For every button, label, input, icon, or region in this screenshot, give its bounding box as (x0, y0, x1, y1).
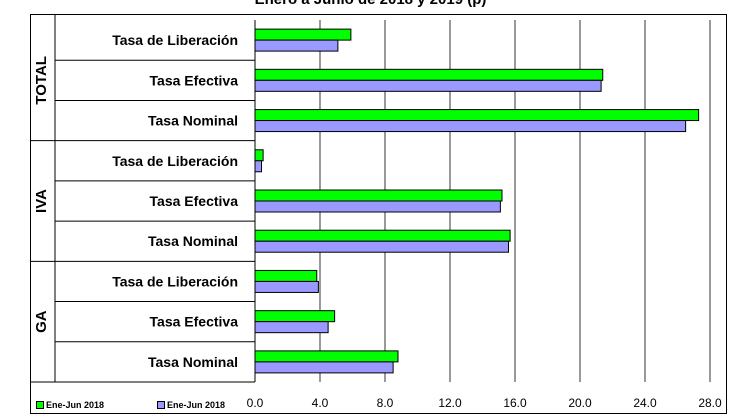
x-tick-label-1: 4.0 (312, 396, 329, 410)
group-label-iva: IVA (33, 189, 50, 213)
bar-series-2-row-9 (254, 361, 394, 374)
bar-series-2-row-6 (254, 240, 509, 253)
legend-label-series-1: Ene-Jun 2018 (46, 400, 105, 410)
category-label-row-9: Tasa Nominal (148, 354, 238, 370)
bar-series-1-row-9 (254, 350, 399, 363)
legend-item-series-2: Ene-Jun 2018 (157, 400, 225, 410)
bar-series-2-row-3 (254, 120, 687, 133)
chart-title: Enero a Junio de 2018 y 2019 (p) (0, 0, 741, 8)
bar-series-1-row-3 (254, 109, 700, 122)
bar-series-2-row-2 (254, 79, 602, 92)
category-label-row-1: Tasa de Liberación (112, 32, 238, 48)
category-label-row-3: Tasa Nominal (148, 113, 238, 129)
x-tick-label-2: 8.0 (377, 396, 394, 410)
group-label-ga: GA (33, 310, 50, 333)
x-tick-label-7: 28.0 (698, 396, 722, 410)
bar-series-2-row-8 (254, 321, 329, 334)
bar-series-2-row-4 (254, 160, 262, 173)
bar-series-1-row-1 (254, 28, 352, 41)
legend-swatch-series-2 (157, 401, 165, 409)
x-tick-label-5: 20.0 (568, 396, 592, 410)
bar-series-1-row-6 (254, 229, 511, 242)
group-label-total: TOTAL (33, 56, 50, 105)
legend-swatch-series-1 (36, 401, 44, 409)
category-label-row-2: Tasa Efectiva (150, 72, 239, 88)
x-tick-label-3: 12.0 (438, 396, 462, 410)
legend-item-series-1: Ene-Jun 2018 (36, 400, 104, 410)
bar-series-1-row-8 (254, 310, 336, 323)
x-tick-label-0: 0.0 (247, 396, 264, 410)
x-tick-label-4: 16.0 (503, 396, 527, 410)
x-tick-label-6: 24.0 (633, 396, 657, 410)
bar-series-2-row-5 (254, 200, 501, 213)
legend-label-series-2: Ene-Jun 2018 (167, 400, 226, 410)
bar-series-1-row-4 (254, 149, 264, 162)
category-label-row-5: Tasa Efectiva (150, 193, 239, 209)
bar-series-1-row-5 (254, 189, 503, 202)
bar-series-2-row-7 (254, 280, 319, 293)
bar-series-1-row-7 (254, 269, 318, 282)
category-label-row-7: Tasa de Liberación (112, 273, 238, 289)
category-label-row-4: Tasa de Liberación (112, 153, 238, 169)
chart-frame (30, 14, 727, 414)
bar-series-2-row-1 (254, 39, 339, 52)
bar-series-1-row-2 (254, 68, 604, 81)
category-label-row-8: Tasa Efectiva (150, 314, 239, 330)
category-label-row-6: Tasa Nominal (148, 233, 238, 249)
